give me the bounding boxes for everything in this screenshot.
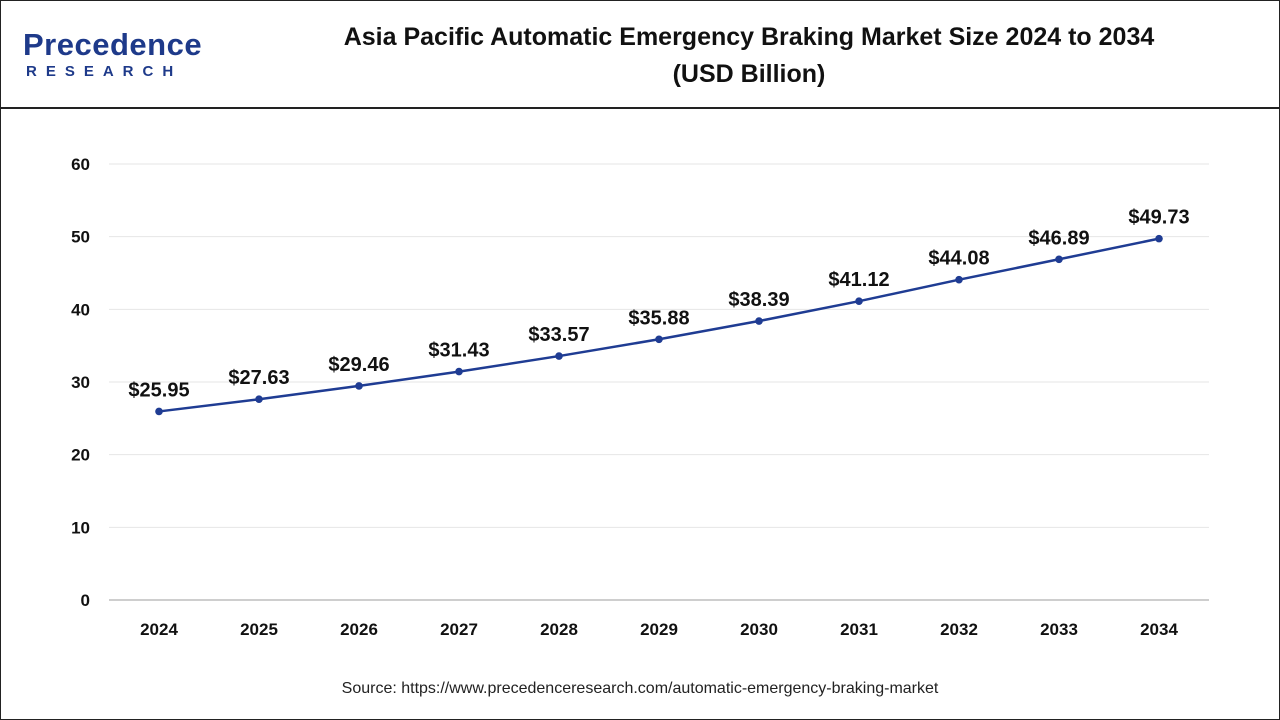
x-tick-label: 2025: [240, 620, 278, 639]
x-tick-label: 2024: [140, 620, 178, 639]
data-point: [655, 335, 663, 344]
x-tick-label: 2026: [340, 620, 378, 639]
x-tick-labels: 2024 2025 2026 2027 2028 2029 2030 2031 2032 2033…: [140, 620, 1178, 639]
y-tick-label: 60: [71, 155, 90, 174]
data-label: $31.43: [428, 340, 489, 362]
data-point: [255, 395, 263, 404]
data-label: $27.63: [228, 367, 289, 389]
chart-title-line1: Asia Pacific Automatic Emergency Braking…: [343, 23, 1155, 51]
data-point: [355, 382, 363, 390]
x-tick-label: 2031: [840, 620, 878, 639]
header: Precedence RESEARCH Asia Pacific Automat…: [1, 1, 1279, 109]
y-tick-label: 10: [71, 518, 90, 537]
data-label: $49.73: [1128, 207, 1189, 229]
x-tick-label: 2028: [540, 620, 578, 639]
data-point: [755, 317, 763, 325]
data-label: $29.46: [328, 354, 389, 376]
data-label: $25.95: [128, 379, 189, 401]
data-label: $33.57: [528, 324, 589, 346]
data-point: [1055, 255, 1063, 264]
data-point: [955, 275, 963, 284]
y-tick-label: 40: [71, 300, 90, 319]
data-label: $41.12: [828, 269, 889, 291]
y-tick-label: 0: [81, 591, 90, 610]
x-tick-label: 2034: [1140, 620, 1178, 639]
x-tick-label: 2030: [740, 620, 778, 639]
data-points: [155, 234, 1163, 416]
data-label: $38.39: [728, 289, 789, 311]
source-note: Source: https://www.precedenceresearch.c…: [341, 680, 939, 697]
data-point: [555, 352, 563, 360]
gridlines: [109, 163, 1209, 528]
data-label: $46.89: [1028, 227, 1089, 249]
y-tick-label: 30: [71, 373, 90, 392]
logo-subtitle: RESEARCH: [26, 63, 183, 80]
data-label: $35.88: [628, 307, 689, 329]
data-point: [1155, 234, 1163, 243]
y-tick-label: 20: [71, 446, 90, 465]
data-point: [155, 407, 163, 416]
data-label: $44.08: [928, 248, 989, 270]
y-tick-label: 50: [71, 228, 90, 247]
x-tick-label: 2033: [1040, 620, 1078, 639]
data-labels: $25.95 $27.63 $29.46 $31.43 $33.57 $35.88 $38.…: [128, 207, 1189, 402]
logo: Precedence RESEARCH: [23, 29, 223, 85]
x-tick-label: 2027: [440, 620, 478, 639]
chart-title: Asia Pacific Automatic Emergency Braking…: [241, 19, 1257, 93]
x-tick-label: 2029: [640, 620, 678, 639]
data-point: [855, 297, 863, 305]
x-tick-label: 2032: [940, 620, 978, 639]
data-point: [455, 367, 463, 376]
y-tick-labels: 0 10 20 30 40 50 60: [71, 155, 90, 610]
chart-title-line2: (USD Billion): [672, 60, 826, 88]
logo-wordmark: Precedence: [23, 27, 203, 62]
